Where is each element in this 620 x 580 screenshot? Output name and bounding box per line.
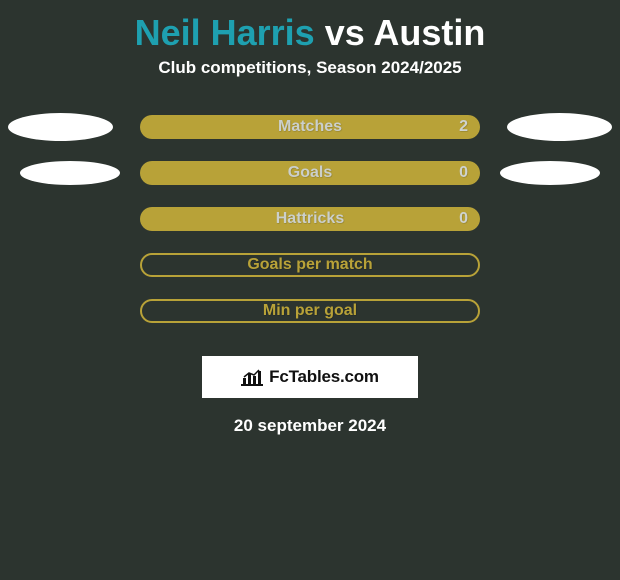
stat-row: Goals per match	[0, 242, 620, 288]
stat-label: Goals	[288, 164, 332, 182]
stat-bar: Hattricks 0	[140, 207, 480, 231]
stat-value: 2	[459, 118, 468, 136]
stats-container: Matches 2 Goals 0 Hattricks 0 Goals per match M…	[0, 104, 620, 334]
stat-row: Hattricks 0	[0, 196, 620, 242]
stat-row: Goals 0	[0, 150, 620, 196]
stat-label: Min per goal	[263, 302, 357, 320]
stat-label: Hattricks	[276, 210, 344, 228]
player1-marker	[20, 161, 120, 185]
branding-badge: FcTables.com	[202, 356, 418, 398]
stat-row: Matches 2	[0, 104, 620, 150]
vs-text: vs	[315, 12, 374, 53]
date-text: 20 september 2024	[0, 416, 620, 436]
stat-row: Min per goal	[0, 288, 620, 334]
page-title: Neil Harris vs Austin	[0, 0, 620, 58]
bar-chart-icon	[241, 368, 263, 386]
player2-marker	[500, 161, 600, 185]
stat-bar: Matches 2	[140, 115, 480, 139]
subtitle: Club competitions, Season 2024/2025	[0, 58, 620, 104]
player2-name: Austin	[373, 12, 485, 53]
branding-text: FcTables.com	[269, 367, 379, 387]
player1-name: Neil Harris	[135, 12, 315, 53]
player1-marker	[8, 113, 113, 141]
stat-value: 0	[459, 210, 468, 228]
stat-label: Matches	[278, 118, 342, 136]
player2-marker	[507, 113, 612, 141]
stat-bar: Min per goal	[140, 299, 480, 323]
stat-label: Goals per match	[247, 256, 372, 274]
stat-value: 0	[459, 164, 468, 182]
stat-bar: Goals 0	[140, 161, 480, 185]
stat-bar: Goals per match	[140, 253, 480, 277]
